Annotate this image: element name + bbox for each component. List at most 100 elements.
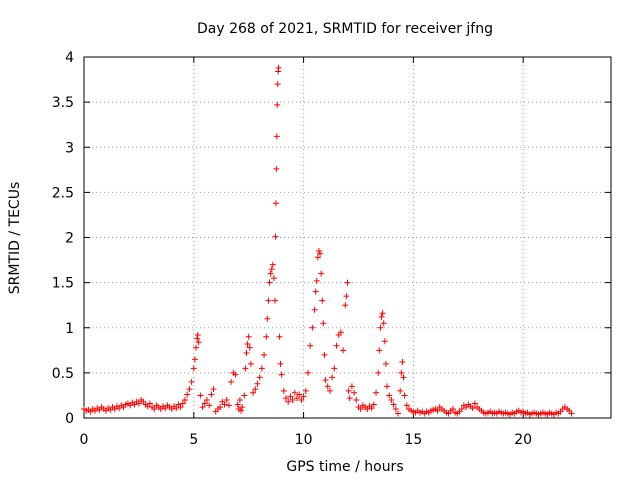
x-tick-label: 10	[295, 432, 313, 448]
data-point	[319, 297, 326, 304]
data-point	[268, 266, 275, 273]
data-point	[258, 365, 265, 372]
grid-lines	[84, 57, 611, 418]
data-point	[280, 387, 287, 394]
data-point	[199, 404, 206, 411]
y-tick-label: 2	[65, 231, 74, 247]
data-point	[392, 405, 399, 412]
data-point	[300, 393, 307, 400]
data-point	[272, 233, 279, 240]
data-point	[380, 320, 387, 327]
data-point	[340, 347, 347, 354]
plot-frame	[83, 56, 612, 419]
y-tick-label: 3	[65, 140, 74, 156]
data-point	[194, 335, 201, 342]
data-point	[370, 401, 377, 408]
data-point	[298, 396, 305, 403]
data-point	[188, 378, 195, 385]
data-point	[317, 250, 324, 257]
data-point	[379, 310, 386, 317]
data-point	[353, 396, 360, 403]
data-point	[245, 333, 252, 340]
data-point	[388, 396, 395, 403]
data-point	[244, 340, 251, 347]
data-point	[272, 297, 279, 304]
x-axis-title: GPS time / hours	[286, 459, 403, 475]
data-point	[403, 402, 410, 409]
data-point	[346, 395, 353, 402]
data-point	[191, 356, 198, 363]
data-point	[291, 389, 298, 396]
data-point	[311, 306, 318, 313]
data-point	[289, 396, 296, 403]
data-point	[401, 392, 408, 399]
data-point	[276, 333, 283, 340]
data-point	[238, 407, 245, 414]
data-point	[278, 371, 285, 378]
data-point	[151, 405, 158, 412]
data-point	[469, 405, 476, 412]
y-axis-title: SRMTID / TECUs	[7, 182, 23, 295]
data-point	[342, 302, 349, 309]
x-tick-label: 20	[514, 432, 532, 448]
axis-ticks	[83, 56, 611, 419]
data-point	[274, 81, 281, 88]
data-point	[357, 405, 364, 412]
data-point	[206, 402, 213, 409]
data-point	[343, 293, 350, 300]
y-tick-label: 1	[65, 321, 74, 337]
data-point	[302, 387, 309, 394]
data-point	[320, 320, 327, 327]
data-point	[318, 270, 325, 277]
data-point	[273, 133, 280, 140]
data-point	[273, 165, 280, 172]
data-point	[146, 400, 153, 407]
data-point	[386, 392, 393, 399]
data-point	[234, 401, 241, 408]
data-point	[179, 400, 186, 407]
data-point	[239, 404, 246, 411]
data-point	[293, 395, 300, 402]
data-point	[225, 402, 232, 409]
data-point	[304, 369, 311, 376]
y-tick-label: 2.5	[52, 185, 74, 201]
data-point	[384, 383, 391, 390]
data-point	[272, 200, 279, 207]
data-point	[315, 248, 322, 255]
data-point	[269, 261, 276, 268]
data-point	[287, 393, 294, 400]
data-point	[368, 405, 375, 412]
data-point	[186, 386, 193, 393]
data-point	[399, 359, 406, 366]
data-point	[377, 324, 384, 331]
data-point	[194, 331, 201, 338]
data-point	[223, 396, 230, 403]
data-point	[201, 400, 208, 407]
data-point	[184, 391, 191, 398]
data-point	[197, 392, 204, 399]
data-point	[190, 365, 197, 372]
x-tick-label: 0	[80, 432, 89, 448]
data-point	[270, 275, 277, 282]
data-point	[471, 400, 478, 407]
data-point	[390, 401, 397, 408]
x-tick-label: 5	[189, 432, 198, 448]
data-point	[329, 374, 336, 381]
data-point	[177, 404, 184, 411]
data-point	[275, 64, 282, 71]
data-point	[232, 371, 239, 378]
data-point	[277, 360, 284, 367]
data-point	[344, 279, 351, 286]
data-point	[203, 396, 210, 403]
chart-title: Day 268 of 2021, SRMTID for receiver jfn…	[197, 21, 493, 37]
data-point	[221, 401, 228, 408]
data-point	[378, 313, 385, 320]
data-point	[173, 405, 180, 412]
data-point	[236, 396, 243, 403]
data-point	[351, 389, 358, 396]
data-point	[256, 374, 263, 381]
data-point	[312, 288, 319, 295]
data-point	[264, 315, 271, 322]
y-tick-label: 0	[65, 411, 74, 427]
data-point	[375, 369, 382, 376]
